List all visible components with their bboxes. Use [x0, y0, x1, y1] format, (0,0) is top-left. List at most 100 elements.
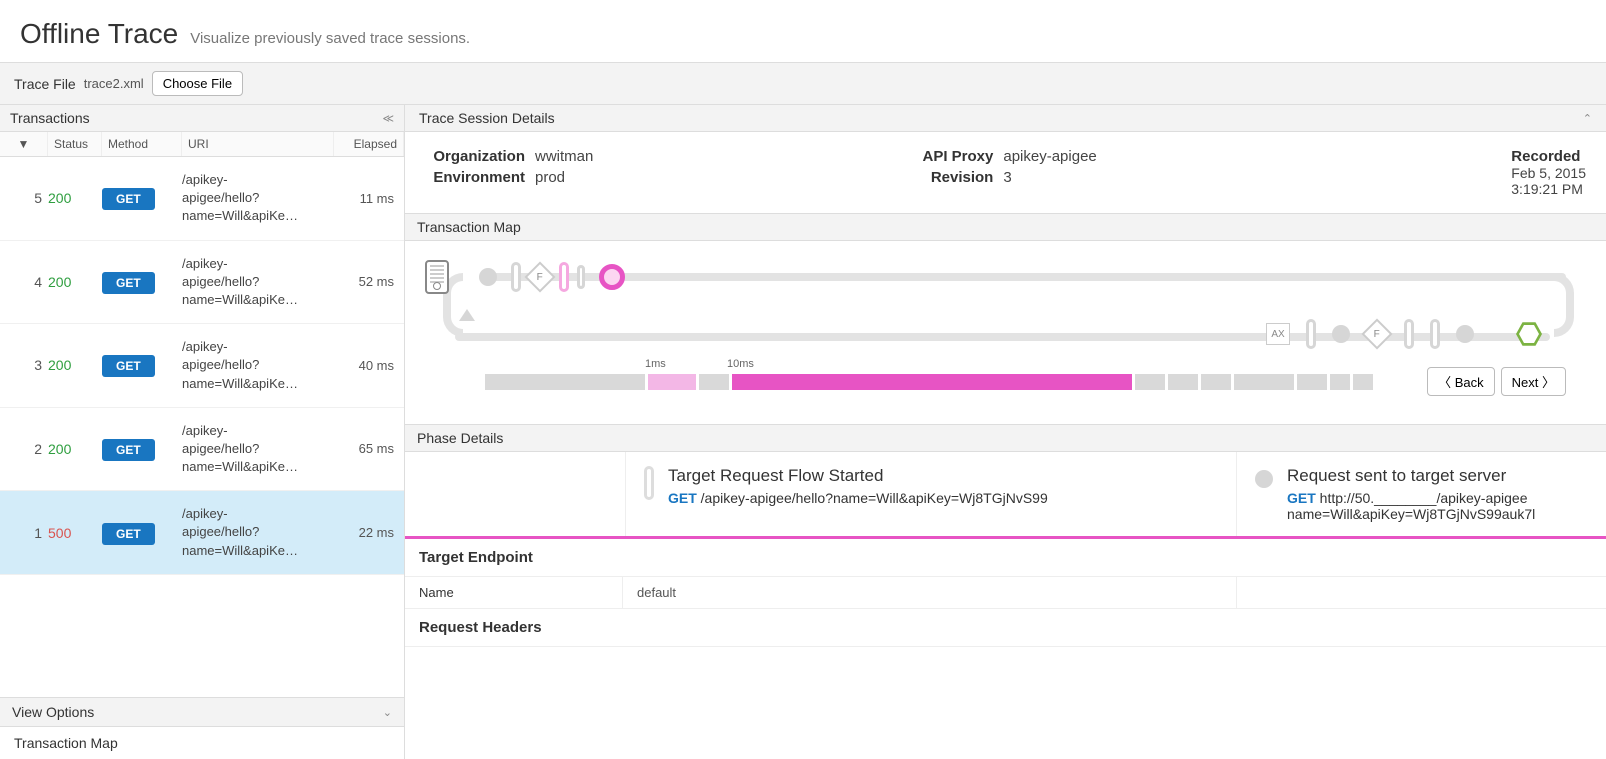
target-endpoint-name-label: Name	[405, 577, 623, 608]
uri-cell: /apikey-apigee/hello?name=Will&apiKe…	[182, 422, 334, 477]
timeline-segment[interactable]	[1353, 374, 1373, 390]
timeline-segment[interactable]	[732, 374, 1132, 390]
sort-icon[interactable]: ▼	[0, 132, 48, 156]
transactions-list: 5200GET/apikey-apigee/hello?name=Will&ap…	[0, 157, 404, 697]
timeline-segment[interactable]	[485, 374, 645, 390]
uri-cell: /apikey-apigee/hello?name=Will&apiKe…	[182, 171, 334, 226]
view-options-header[interactable]: View Options ⌄	[0, 697, 404, 727]
selected-step-icon[interactable]	[599, 264, 625, 290]
col-status[interactable]: Status	[48, 132, 102, 156]
expand-down-icon[interactable]: ⌄	[383, 706, 392, 719]
timeline-segment[interactable]	[1297, 374, 1327, 390]
table-row[interactable]: 1500GET/apikey-apigee/hello?name=Will&ap…	[0, 491, 404, 575]
uri-cell: /apikey-apigee/hello?name=Will&apiKe…	[182, 338, 334, 393]
method-cell: GET	[102, 441, 182, 457]
status-code: 200	[48, 357, 102, 373]
request-headers-title: Request Headers	[405, 609, 1606, 647]
flow-step-icon[interactable]	[1332, 325, 1350, 343]
method-badge: GET	[102, 272, 155, 294]
timeline-1ms-label: 1ms	[645, 358, 666, 370]
method-badge: GET	[102, 188, 155, 210]
phase-dot-icon	[1255, 470, 1273, 488]
table-row[interactable]: 3200GET/apikey-apigee/hello?name=Will&ap…	[0, 324, 404, 408]
latency-timeline[interactable]: 1ms 10ms	[485, 374, 1401, 390]
phase-right-request: GET http://50.________/apikey-apigee nam…	[1287, 490, 1588, 522]
method-cell: GET	[102, 525, 182, 541]
row-number: 3	[0, 357, 48, 373]
flow-step-icon[interactable]	[1456, 325, 1474, 343]
row-number: 4	[0, 274, 48, 290]
row-number: 1	[0, 525, 48, 541]
page-header: Offline Trace Visualize previously saved…	[0, 0, 1606, 62]
details-title: Trace Session Details	[419, 110, 555, 126]
timeline-segment[interactable]	[1135, 374, 1165, 390]
transaction-map-header: Transaction Map	[405, 213, 1606, 241]
flow-step-icon[interactable]	[479, 268, 497, 286]
row-number: 5	[0, 190, 48, 206]
client-icon[interactable]	[425, 260, 449, 294]
condition-diamond-icon[interactable]: F	[1361, 318, 1392, 349]
timeline-segment[interactable]	[699, 374, 729, 390]
phase-left-request: GET /apikey-apigee/hello?name=Will&apiKe…	[668, 490, 1048, 506]
collapse-left-icon[interactable]: ≪	[382, 112, 394, 125]
method-cell: GET	[102, 274, 182, 290]
session-meta: Organization wwitman Environment prod AP…	[405, 132, 1606, 213]
uri-cell: /apikey-apigee/hello?name=Will&apiKe…	[182, 505, 334, 560]
policy-pill-icon[interactable]	[1306, 319, 1316, 349]
next-button[interactable]: Next 〉	[1501, 367, 1566, 396]
transactions-panel: Transactions ≪ ▼ Status Method URI Elaps…	[0, 105, 405, 759]
elapsed-cell: 40 ms	[334, 358, 404, 373]
view-options-item[interactable]: Transaction Map	[0, 727, 404, 759]
timeline-10ms-label: 10ms	[727, 358, 754, 370]
policy-pill-icon[interactable]	[577, 265, 585, 289]
uri-cell: /apikey-apigee/hello?name=Will&apiKe…	[182, 255, 334, 310]
page-subtitle: Visualize previously saved trace session…	[190, 30, 470, 47]
timeline-segment[interactable]	[648, 374, 696, 390]
condition-diamond-icon[interactable]: F	[524, 261, 555, 292]
details-header: Trace Session Details ⌃	[405, 105, 1606, 132]
trace-file-label: Trace File	[14, 76, 76, 92]
phase-right-title: Request sent to target server	[1287, 466, 1588, 486]
expand-up-icon[interactable]: ⌃	[1583, 112, 1592, 125]
timeline-segment[interactable]	[1330, 374, 1350, 390]
table-row[interactable]: 2200GET/apikey-apigee/hello?name=Will&ap…	[0, 408, 404, 492]
analytics-icon[interactable]: AX	[1266, 323, 1290, 345]
policy-pill-pink-icon[interactable]	[559, 262, 569, 292]
policy-pill-icon[interactable]	[1404, 319, 1414, 349]
status-code: 200	[48, 190, 102, 206]
back-button[interactable]: 〈 Back	[1427, 367, 1495, 396]
meta-rev-value: 3	[1003, 169, 1011, 186]
method-badge: GET	[102, 355, 155, 377]
transactions-title: Transactions	[10, 110, 90, 126]
recorded-date: Feb 5, 2015	[1511, 165, 1586, 181]
choose-file-button[interactable]: Choose File	[152, 71, 243, 96]
meta-env-label: Environment	[425, 169, 525, 186]
timeline-segment[interactable]	[1168, 374, 1198, 390]
status-code: 500	[48, 525, 102, 541]
timeline-segment[interactable]	[1234, 374, 1294, 390]
recorded-label: Recorded	[1511, 148, 1586, 165]
timeline-segment[interactable]	[1201, 374, 1231, 390]
phase-details-row: Target Request Flow Started GET /apikey-…	[405, 452, 1606, 539]
method-badge: GET	[102, 523, 155, 545]
table-row[interactable]: 4200GET/apikey-apigee/hello?name=Will&ap…	[0, 241, 404, 325]
policy-pill-icon[interactable]	[511, 262, 521, 292]
table-row[interactable]: 5200GET/apikey-apigee/hello?name=Will&ap…	[0, 157, 404, 241]
trace-file-name: trace2.xml	[84, 76, 144, 91]
elapsed-cell: 65 ms	[334, 441, 404, 456]
elapsed-cell: 22 ms	[334, 525, 404, 540]
view-options-panel: View Options ⌄ Transaction Map	[0, 697, 404, 759]
arrow-up-icon	[459, 309, 475, 321]
col-elapsed[interactable]: Elapsed	[334, 132, 404, 156]
transactions-table-header: ▼ Status Method URI Elapsed	[0, 132, 404, 157]
col-method[interactable]: Method	[102, 132, 182, 156]
policy-pill-icon[interactable]	[1430, 319, 1440, 349]
meta-rev-label: Revision	[893, 169, 993, 186]
meta-org-label: Organization	[425, 148, 525, 165]
target-nodejs-icon[interactable]	[1516, 321, 1542, 347]
target-endpoint-section: Target Endpoint Name default	[405, 539, 1606, 609]
view-options-title: View Options	[12, 704, 94, 720]
method-cell: GET	[102, 357, 182, 373]
meta-proxy-value: apikey-apigee	[1003, 148, 1096, 165]
col-uri[interactable]: URI	[182, 132, 334, 156]
